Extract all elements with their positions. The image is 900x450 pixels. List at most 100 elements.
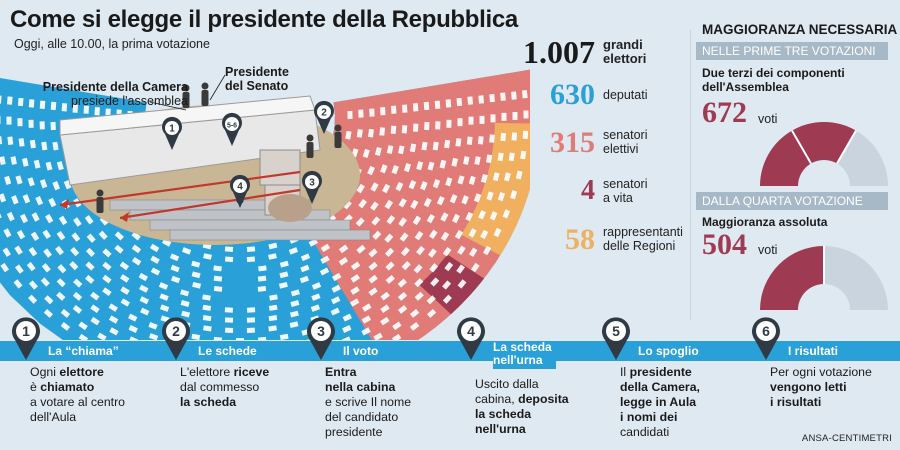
- seat: [410, 199, 419, 210]
- seat: [374, 146, 382, 157]
- seat: [380, 304, 390, 314]
- seat: [119, 274, 130, 283]
- seat: [338, 244, 349, 254]
- seat: [257, 336, 267, 340]
- seat: [444, 139, 451, 149]
- seat: [485, 154, 493, 164]
- seat: [454, 229, 464, 240]
- seat: [382, 183, 391, 194]
- seat: [311, 282, 322, 290]
- arrow-head: [120, 212, 129, 222]
- seat: [338, 257, 349, 266]
- seat: [456, 264, 465, 274]
- seat: [0, 156, 6, 166]
- seat: [289, 310, 299, 318]
- seat: [43, 248, 53, 258]
- seat: [358, 199, 368, 209]
- seat: [139, 284, 149, 293]
- seat: [432, 179, 441, 189]
- person-figure: [182, 84, 190, 108]
- seat: [41, 141, 48, 151]
- seat: [159, 293, 169, 301]
- seat: [362, 148, 370, 158]
- step-title: Lo spoglio: [638, 344, 699, 358]
- seat: [502, 209, 511, 219]
- path-arrow: [119, 188, 301, 220]
- seat: [379, 127, 386, 136]
- seat: [119, 261, 130, 271]
- gauge-first-divider-1: [791, 130, 812, 164]
- seat: [399, 232, 409, 242]
- seat: [55, 245, 64, 256]
- seat: [395, 181, 404, 192]
- seat: [19, 213, 29, 224]
- seat: [128, 336, 139, 340]
- seat: [90, 291, 100, 301]
- seat: [45, 213, 54, 224]
- seat: [14, 245, 23, 255]
- seat: [356, 129, 363, 138]
- seat: [361, 327, 371, 336]
- seat: [386, 145, 394, 155]
- seat: [490, 114, 496, 123]
- seat: [427, 161, 435, 171]
- seat: [39, 121, 45, 130]
- seat: [169, 253, 180, 262]
- seat: [436, 196, 445, 206]
- seat: [57, 264, 67, 274]
- majority-first-desc: Due terzi dei componenti dell'Assemblea: [702, 66, 845, 94]
- seat: [358, 109, 364, 118]
- seat: [181, 247, 192, 255]
- seat: [455, 138, 462, 147]
- seat: [269, 294, 278, 301]
- seat: [397, 304, 408, 314]
- seat: [429, 229, 438, 240]
- seat: [224, 327, 234, 333]
- seat: [120, 286, 130, 295]
- step-pin-icon: 6: [752, 317, 780, 360]
- seat: [40, 277, 50, 287]
- person-figure: [306, 134, 314, 158]
- seat-row: [6, 96, 474, 333]
- seat: [114, 244, 124, 254]
- senate-president-label: Presidente del Senato: [225, 65, 289, 93]
- seat: [311, 293, 321, 301]
- seat: [138, 272, 149, 282]
- seat: [489, 93, 495, 103]
- seat: [48, 197, 57, 208]
- seat: [355, 217, 365, 227]
- elector-group-label: deputati: [603, 88, 648, 102]
- seat: [477, 136, 484, 145]
- majority-fourth-desc: Maggioranza assoluta: [702, 215, 828, 229]
- seat: [108, 315, 119, 324]
- seat: [246, 317, 256, 323]
- seat-row: [39, 100, 441, 301]
- seat: [29, 139, 36, 149]
- step-marker-1: 1: [162, 116, 183, 150]
- seat: [508, 152, 515, 162]
- seat: [468, 247, 478, 257]
- seat: [350, 274, 361, 283]
- seat: [350, 261, 361, 271]
- step-description: Per ogni votazione vengono letti i risulta…: [770, 365, 872, 409]
- separator: [690, 30, 691, 320]
- seat: [128, 325, 138, 333]
- seat: [478, 210, 486, 220]
- majority-fourth-unit: voti: [758, 243, 778, 257]
- seat: [170, 264, 180, 273]
- seat: [43, 308, 54, 318]
- seat: [11, 195, 19, 205]
- seat: [28, 246, 38, 257]
- seat: [413, 264, 423, 274]
- seat: [42, 229, 51, 240]
- seat: [356, 183, 365, 194]
- gauge-fourth-majority-arc: [760, 246, 824, 310]
- seat: [85, 261, 95, 271]
- seat: [50, 101, 57, 111]
- person-figure: [334, 124, 342, 148]
- seat: [492, 172, 500, 182]
- seat: [414, 230, 424, 241]
- seat: [403, 163, 412, 173]
- seat: [511, 91, 517, 100]
- seat: [522, 130, 529, 139]
